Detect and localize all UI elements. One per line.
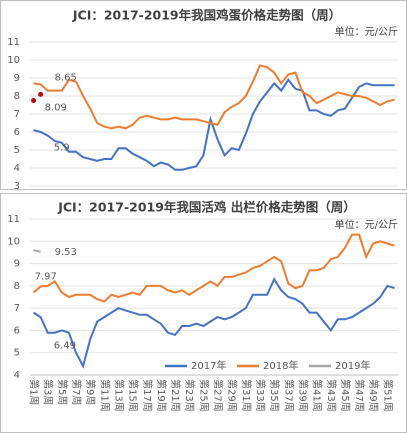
x-tick-label: 第33周 (254, 379, 267, 412)
y-tick-label: 10 (7, 55, 20, 66)
y-tick-label: 4 (14, 163, 20, 174)
x-tick-label: 第47周 (353, 379, 366, 412)
x-tick-label: 第51周 (381, 379, 394, 412)
line-series (33, 78, 395, 171)
x-tick-label: 第41周 (311, 379, 324, 412)
legend-label: 2018年 (263, 359, 298, 372)
x-tick-label: 第25周 (197, 379, 210, 412)
line-series (33, 64, 395, 130)
x-tick-label: 第3周 (42, 379, 55, 405)
unit-label: 单位：元/公斤 (335, 25, 398, 38)
annotation: 6.49 (54, 341, 76, 352)
annotation: 5.9 (54, 143, 70, 154)
y-tick-label: 3 (14, 181, 20, 192)
x-tick-label: 第35周 (268, 379, 281, 412)
y-tick-label: 8 (14, 91, 20, 102)
chart-frame (0, 0, 407, 190)
point (31, 98, 37, 103)
y-tick-label: 6 (14, 127, 20, 138)
y-tick-label: 5 (14, 145, 20, 156)
annotation: 7.97 (35, 272, 57, 283)
annotation: 8.09 (45, 102, 67, 113)
y-tick-label: 5 (14, 348, 20, 359)
x-tick-label: 第19周 (155, 379, 168, 412)
y-tick-label: 7 (14, 303, 20, 314)
x-tick-label: 第49周 (367, 379, 380, 412)
annotation: 9.53 (55, 247, 77, 258)
x-tick-label: 第45周 (339, 379, 352, 412)
x-tick-label: 第13周 (112, 379, 125, 412)
x-tick-label: 第1周 (28, 379, 41, 405)
x-tick-label: 第21周 (169, 379, 182, 412)
annotation: 8.65 (55, 72, 77, 83)
x-tick-label: 第11周 (98, 379, 111, 412)
legend-label: 2017年 (191, 359, 226, 372)
chart-title: JCI：2017-2019年我国活鸡 出栏价格走势图（周） (57, 200, 356, 215)
y-tick-label: 9 (14, 259, 20, 270)
x-tick-label: 第27周 (212, 379, 225, 412)
y-tick-label: 11 (7, 37, 20, 48)
y-tick-label: 8 (14, 281, 20, 292)
x-tick-label: 第31周 (240, 379, 253, 412)
y-tick-label: 10 (7, 236, 20, 247)
chart-frame (0, 193, 407, 433)
x-tick-label: 第23周 (183, 379, 196, 412)
x-tick-label: 第37周 (282, 379, 295, 412)
y-tick-label: 9 (14, 73, 20, 84)
unit-label: 单位：元/公斤 (335, 218, 398, 231)
y-tick-label: 7 (14, 109, 20, 120)
x-tick-label: 第43周 (325, 379, 338, 412)
y-tick-label: 4 (14, 370, 20, 381)
y-tick-label: 6 (14, 325, 20, 336)
chart-title: JCI：2017-2019年我国鸡蛋价格走势图（周） (72, 8, 341, 23)
legend-label: 2019年 (335, 359, 370, 372)
line-series (33, 249, 41, 253)
x-tick-label: 第29周 (226, 379, 239, 412)
point (38, 91, 44, 97)
y-tick-label: 11 (7, 214, 20, 225)
x-tick-label: 第39周 (296, 379, 309, 412)
x-tick-label: 第9周 (84, 379, 97, 405)
x-tick-label: 第5周 (56, 379, 69, 405)
x-tick-label: 第7周 (70, 379, 83, 405)
x-tick-label: 第17周 (141, 379, 154, 412)
x-tick-label: 第15周 (127, 379, 140, 412)
line-series (32, 233, 395, 303)
line-series (32, 277, 395, 369)
